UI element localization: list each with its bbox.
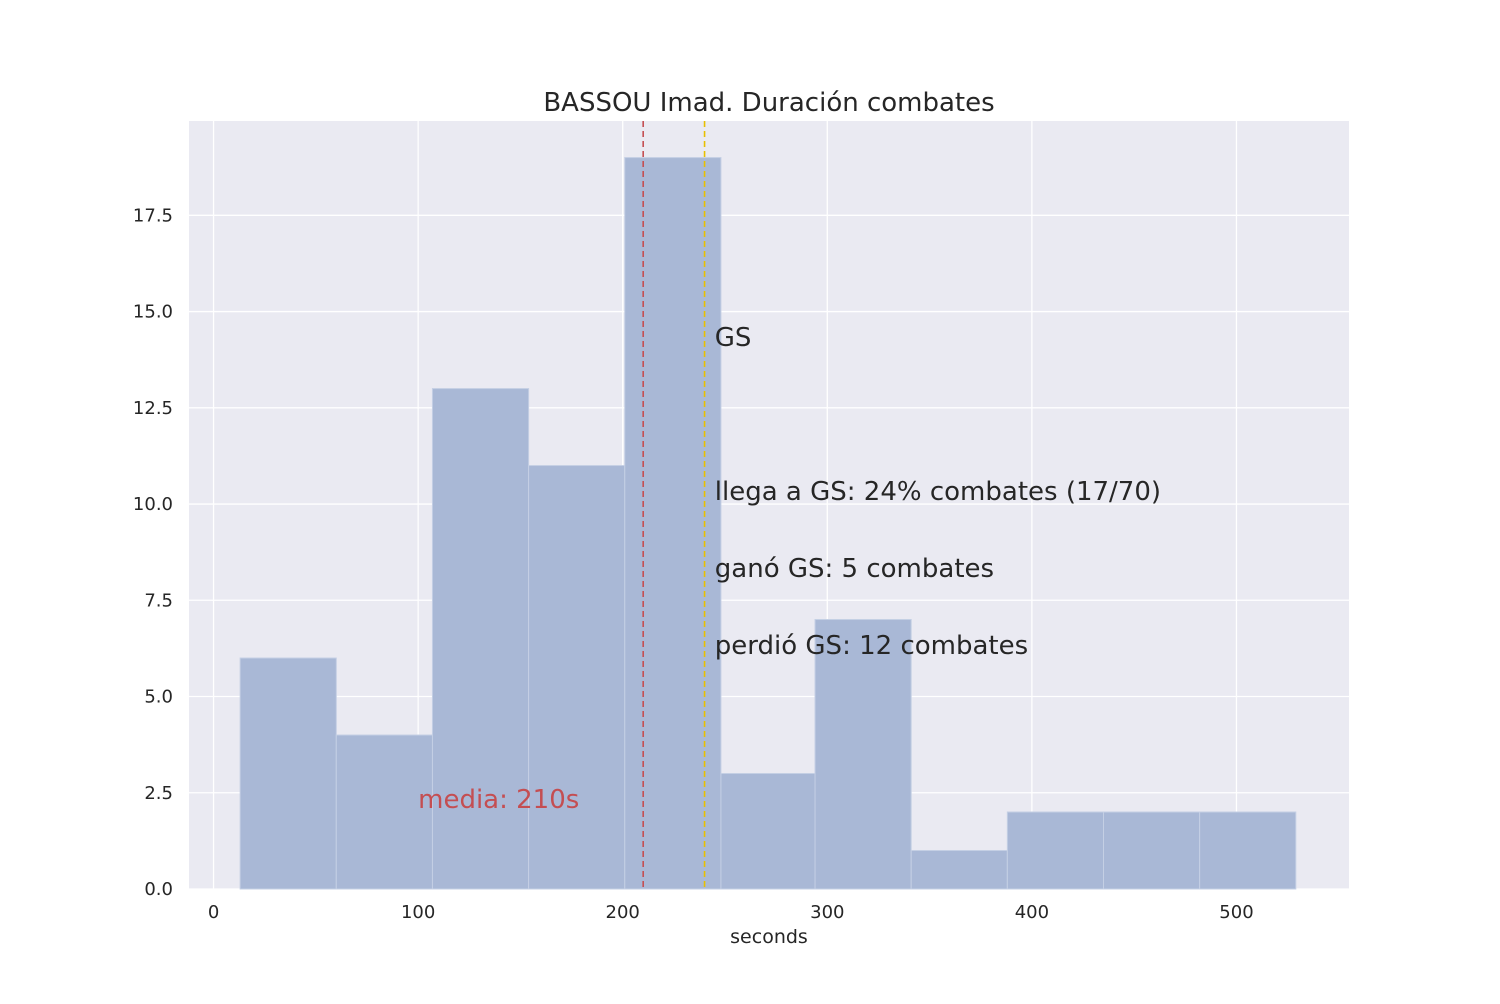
annotation-text: perdió GS: 12 combates: [715, 631, 1028, 661]
y-tick-label: 10.0: [133, 494, 173, 515]
reference-lines: [642, 121, 706, 889]
histogram-bar: [335, 734, 433, 890]
y-tick-label: 0.0: [144, 879, 173, 900]
mean-label: media: 210s: [418, 785, 579, 815]
annotations: GS llega a GS: 24% combates (17/70) ganó G…: [418, 323, 1161, 815]
x-tick-label: 100: [401, 902, 435, 923]
y-tick-label: 2.5: [144, 783, 173, 804]
x-tick-label: 500: [1219, 902, 1253, 923]
x-tick-label: 300: [810, 902, 844, 923]
histogram-bar: [431, 388, 530, 890]
x-tick-label: 0: [208, 902, 219, 923]
x-axis-label: seconds: [730, 926, 808, 948]
histogram-bar: [528, 465, 626, 890]
annotation-text: llega a GS: 24% combates (17/70): [715, 477, 1161, 507]
y-tick-label: 7.5: [144, 590, 173, 611]
histogram-bar: [910, 850, 1008, 890]
histogram-bar: [1199, 811, 1297, 890]
y-tick-label: 5.0: [144, 687, 173, 708]
histogram-bar: [239, 657, 337, 890]
x-tick-label: 200: [606, 902, 640, 923]
chart-title: BASSOU Imad. Duración combates: [543, 88, 994, 118]
y-tick-label: 15.0: [133, 302, 173, 323]
histogram-bar: [720, 773, 816, 890]
y-axis-ticks: 0.0 2.5 5.0 7.5 10.0 12.5 15.0 17.5: [133, 205, 173, 900]
y-tick-label: 12.5: [133, 398, 173, 419]
annotation-text: GS: [715, 323, 752, 353]
histogram-bar: [814, 619, 912, 890]
x-axis-ticks: 0 100 200 300 400 500: [208, 902, 1254, 923]
x-tick-label: 400: [1015, 902, 1049, 923]
histogram-bar: [1006, 811, 1104, 890]
histogram-bar: [624, 157, 722, 890]
histogram-bar: [1102, 811, 1201, 890]
histogram-bars: [239, 157, 1297, 890]
annotation-text: ganó GS: 5 combates: [715, 554, 994, 584]
y-tick-label: 17.5: [133, 205, 173, 226]
